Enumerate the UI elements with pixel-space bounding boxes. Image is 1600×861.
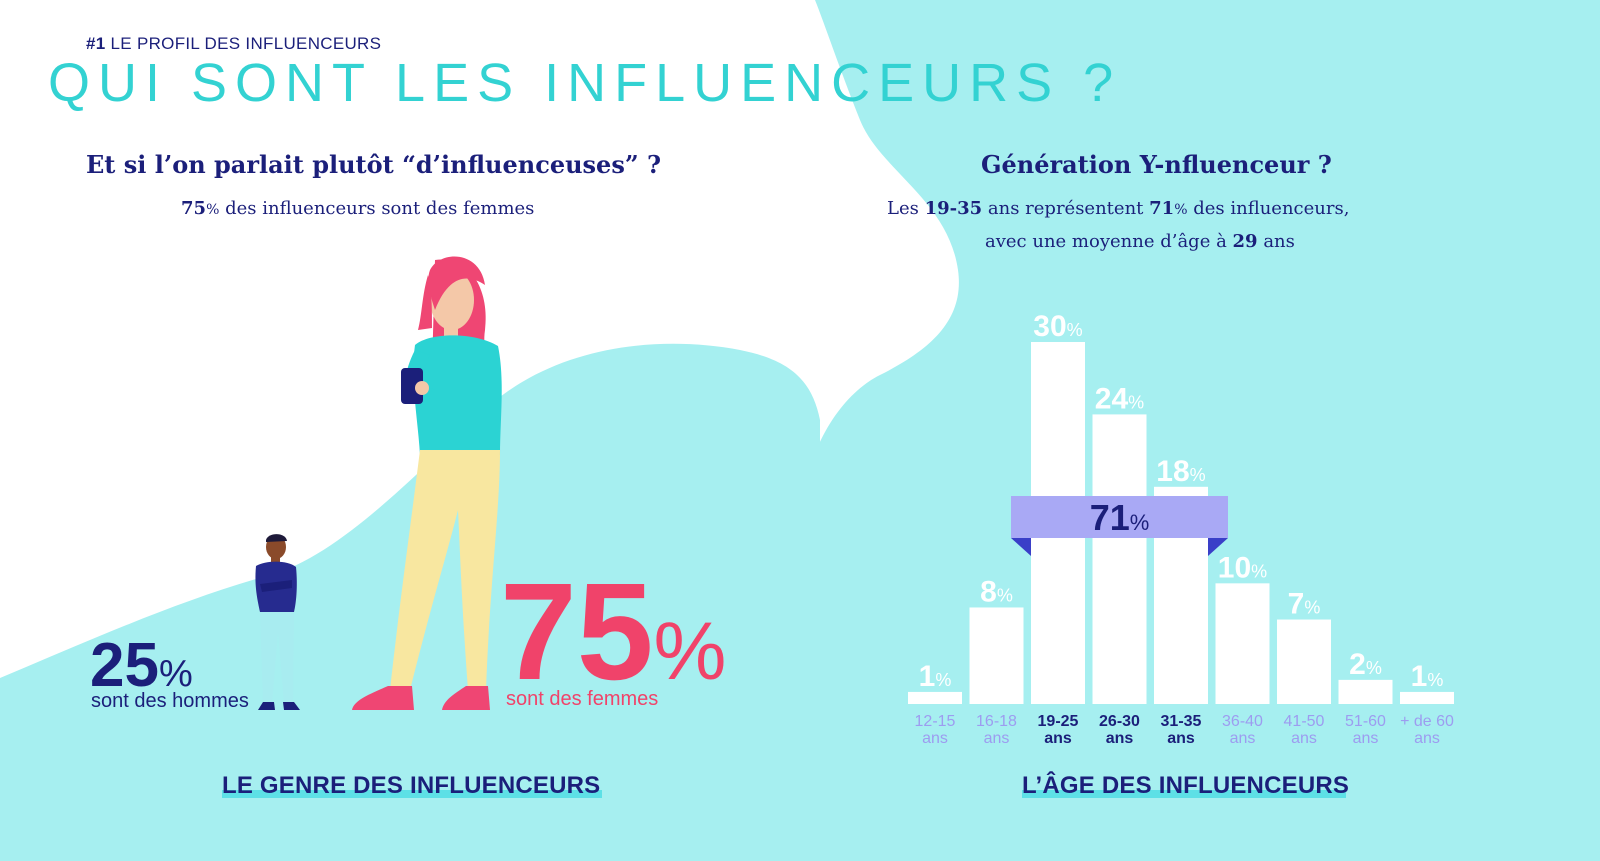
gender-subtitle: 75% des influenceurs sont des femmes xyxy=(181,198,534,219)
age-sub-unit: % xyxy=(1174,202,1188,218)
men-pct-value: 25 xyxy=(90,631,159,700)
age-sub-text-a: Les xyxy=(887,198,925,219)
age-category-label: 16-18 xyxy=(976,713,1017,730)
age-bar-value-label: 18% xyxy=(1156,455,1205,488)
men-pct-unit: % xyxy=(158,653,193,695)
age-category-unit: ans xyxy=(1353,730,1379,747)
gender-caption: LE GENRE DES INFLUENCEURS xyxy=(222,772,601,799)
age-sub-text-f: des influenceurs, xyxy=(1187,198,1350,219)
age-category-unit: ans xyxy=(1230,730,1256,747)
age-caption: L’ÂGE DES INFLUENCEURS xyxy=(1022,772,1350,799)
age-category-unit: ans xyxy=(1106,730,1134,747)
men-label: sont des hommes xyxy=(91,690,249,712)
man-illustration xyxy=(255,534,300,710)
age-subtitle-line1: Les 19-35 ans représentent 71% des influ… xyxy=(887,198,1349,219)
age-bar-value-label: 1% xyxy=(1411,660,1444,693)
kicker-text: LE PROFIL DES INFLUENCEURS xyxy=(110,34,382,53)
age-subtitle-line2: avec une moyenne d’âge à 29 ans xyxy=(985,231,1295,252)
gender-sub-text: des influenceurs sont des femmes xyxy=(219,198,535,219)
age-sub-range: 19-35 xyxy=(924,198,983,219)
age-sub-pct: 71 xyxy=(1149,198,1175,219)
highlight-band-right-tab xyxy=(1208,538,1228,556)
age-bar-16-18 xyxy=(969,607,1024,704)
age-category-unit: ans xyxy=(922,730,948,747)
gender-heading: Et si l’on parlait plutôt “d’influenceus… xyxy=(86,150,662,179)
highlight-band-left-tab xyxy=(1011,538,1031,556)
women-pct-value: 75 xyxy=(500,555,654,709)
age-category-label: 19-25 xyxy=(1038,713,1079,730)
women-pct-unit: % xyxy=(653,606,727,697)
age-bar-value-label: 30% xyxy=(1033,310,1082,343)
age-bar-value-label: 2% xyxy=(1349,648,1382,681)
age-sub2-text-a: avec une moyenne d’âge à xyxy=(985,231,1233,252)
age-sub2-text-c: ans xyxy=(1257,231,1295,252)
age-category-label: + de 60 xyxy=(1400,713,1454,730)
gender-sub-unit: % xyxy=(206,202,220,218)
age-caption-underline xyxy=(1022,790,1346,798)
age-sub2-avg: 29 xyxy=(1232,231,1258,252)
gender-sub-pct: 75 xyxy=(181,198,207,219)
age-bar-12-15 xyxy=(908,691,962,704)
age-category-label: 12-15 xyxy=(915,713,956,730)
age-bar-chart: 1%12-15ans8%16-18ans30%19-25ans24%26-30a… xyxy=(908,310,1454,747)
age-category-label: 26-30 xyxy=(1099,713,1140,730)
age-category-unit: ans xyxy=(1044,730,1072,747)
age-bar-value-label: 10% xyxy=(1218,551,1267,584)
age-bar-value-label: 8% xyxy=(980,575,1013,608)
kicker-number: #1 xyxy=(86,34,106,53)
age-heading: Génération Y-nfluenceur ? xyxy=(981,150,1332,179)
age-bar-26-30 xyxy=(1092,414,1147,704)
woman-illustration xyxy=(352,256,502,710)
age-category-label: 51-60 xyxy=(1345,713,1386,730)
age-sub-text-c: ans représentent xyxy=(982,198,1150,219)
highlight-band xyxy=(1011,496,1228,538)
age-bar-value-label: 24% xyxy=(1095,382,1144,415)
men-stat: 25% xyxy=(90,635,193,697)
age-category-unit: ans xyxy=(1414,730,1440,747)
age-category-label: 41-50 xyxy=(1284,713,1325,730)
age-category-unit: ans xyxy=(984,730,1010,747)
age-bar-value-label: 7% xyxy=(1288,588,1321,621)
age-bar-36-40 xyxy=(1215,583,1270,704)
section-kicker: #1 LE PROFIL DES INFLUENCEURS xyxy=(86,34,381,54)
age-category-unit: ans xyxy=(1167,730,1195,747)
women-label: sont des femmes xyxy=(506,688,659,710)
page-title: QUI SONT LES INFLUENCEURS ? xyxy=(48,53,1122,113)
age-bar-51-60 xyxy=(1338,679,1393,704)
age-bar-+ de 60 xyxy=(1400,691,1454,704)
highlight-total-label: 71% xyxy=(1090,497,1150,538)
women-stat: 75% xyxy=(500,563,727,701)
age-category-unit: ans xyxy=(1291,730,1317,747)
age-bar-value-label: 1% xyxy=(919,660,952,693)
age-category-label: 36-40 xyxy=(1222,713,1263,730)
age-category-label: 31-35 xyxy=(1161,713,1202,730)
age-bar-41-50 xyxy=(1277,619,1331,704)
gender-caption-underline xyxy=(222,790,602,798)
